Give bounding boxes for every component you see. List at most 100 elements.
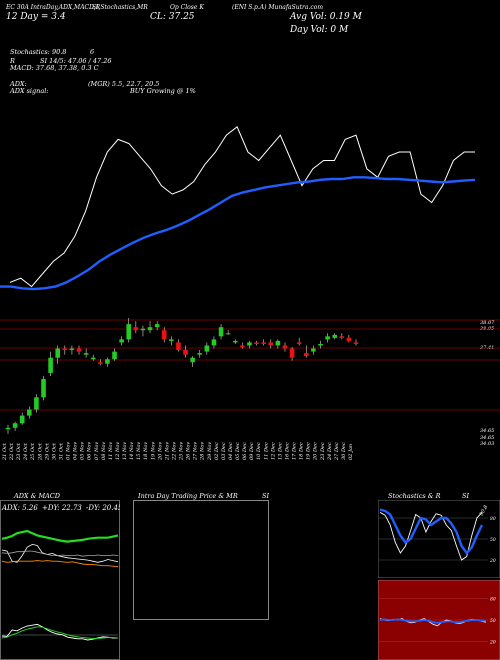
date-tick-label: 04 Dec xyxy=(228,442,234,460)
stoch-tick-label: 80 xyxy=(490,516,496,522)
candle-body xyxy=(197,353,203,355)
stoch-tick-label: 50 xyxy=(490,537,496,543)
candle-body xyxy=(218,327,224,337)
candle-body xyxy=(105,359,110,364)
date-tick-label: 15 Nov xyxy=(136,442,142,460)
date-tick-label: 21 Nov xyxy=(164,442,170,461)
candle-body xyxy=(211,339,217,346)
stoch-readout: 90.8 xyxy=(479,504,490,517)
candle-body xyxy=(119,339,124,343)
adx-signal-value: BUY Growing @ 1% xyxy=(130,87,196,95)
date-tick-label: 30 Oct xyxy=(51,442,57,460)
rsi-tick-label: 20 xyxy=(489,640,496,646)
date-tick-label: 14 Nov xyxy=(129,442,135,460)
adx-di-line xyxy=(1,550,119,557)
candle-body xyxy=(303,353,309,357)
price-line xyxy=(9,126,475,288)
candle-body xyxy=(169,339,174,341)
candle-body xyxy=(254,342,259,344)
candle-body xyxy=(325,336,330,340)
rsi-prefix: R xyxy=(10,57,15,65)
date-tick-label: 13 Dec xyxy=(277,442,283,460)
price-label-5: 34.65 xyxy=(480,435,494,441)
date-tick-label: 24 Dec xyxy=(327,442,333,461)
date-tick-label: 10 Dec xyxy=(256,442,262,460)
stoch-d-line xyxy=(379,508,484,555)
adx-signal-label: ADX signal: xyxy=(10,87,49,95)
candle-body xyxy=(98,362,103,364)
date-tick-label: 23 Oct xyxy=(16,442,22,461)
header-company: (ENI S.p.A) MunafaSutra.com xyxy=(232,4,324,11)
date-tick-label: 20 Dec xyxy=(313,442,319,461)
candle-body xyxy=(34,397,39,410)
date-tick-label: 22 Oct xyxy=(9,442,15,461)
candle-body xyxy=(247,342,252,346)
date-tick-label: 21 Oct xyxy=(2,442,8,461)
candle-body xyxy=(90,357,96,360)
header-left-line1: EC 30A IntraDay,ADX,MACD,R xyxy=(6,4,101,11)
date-tick-label: 28 Nov xyxy=(200,442,206,461)
date-tick-label: 05 Dec xyxy=(235,442,241,460)
adx-label: ADX: xyxy=(10,80,27,88)
date-tick-label: 03 Dec xyxy=(221,442,227,460)
price-label-6: 34.03 xyxy=(480,441,494,447)
candle-body xyxy=(154,324,160,328)
header-day-vol: Day Vol: 0 M xyxy=(290,25,349,35)
stochastics-readout: Stochastics: 90.8 xyxy=(10,48,67,56)
candle-body xyxy=(112,351,117,360)
intraday-panel xyxy=(133,500,269,620)
adx-chart: ADX: 5.26 +DY: 22.73 -DY: 20.45 xyxy=(1,504,120,568)
date-tick-label: 19 Dec xyxy=(306,442,312,460)
header-mid-line1: SI,Stochastics,MR xyxy=(92,4,148,11)
intraday-title: Intra Day Trading Price & MR xyxy=(138,492,238,500)
candle-body xyxy=(140,328,146,331)
candle-body xyxy=(12,423,18,428)
stoch-chart: 80 50 20 90.8 xyxy=(378,500,500,578)
macd-readout: MACD: 37.68, 37.38, 0.3 C xyxy=(10,64,99,72)
macd-chart xyxy=(1,623,119,641)
candle-body xyxy=(204,345,210,352)
rsi-ma-line xyxy=(379,618,486,624)
rsi-chart: 80 50 20 xyxy=(378,580,500,660)
candle-body xyxy=(176,342,181,351)
date-tick-label: 09 Dec xyxy=(249,442,255,460)
candle-body xyxy=(161,330,167,340)
date-tick-label: 11 Dec xyxy=(263,442,269,460)
candle-body xyxy=(346,337,352,341)
candle-body xyxy=(62,348,68,351)
adx-readout-adx: ADX: 5.26 xyxy=(1,504,38,512)
candle-body xyxy=(27,409,32,416)
date-tick-label: 01 Nov xyxy=(66,442,72,460)
date-tick-label: 25 Oct xyxy=(30,442,36,461)
intraday-title-suffix: SI xyxy=(262,492,270,500)
candle-body xyxy=(225,333,231,335)
date-tick-label: 11 Nov xyxy=(108,442,114,460)
date-tick-label: 28 Oct xyxy=(37,442,43,461)
candlestick-chart: 38.07 38.05 37.41 34.65 34.65 34.03 21 O… xyxy=(0,318,500,461)
candle-body xyxy=(268,342,274,346)
date-tick-label: 16 Dec xyxy=(284,442,290,460)
candle-body xyxy=(240,345,245,348)
header-left-line2: 12 Day = 3.4 xyxy=(6,12,66,22)
date-tick-label: 18 Nov xyxy=(143,442,149,460)
date-tick-label: 29 Nov xyxy=(207,442,213,461)
header-close: CL: 37.25 xyxy=(150,12,195,22)
candle-body xyxy=(190,357,195,363)
date-tick-label: 04 Nov xyxy=(73,442,79,460)
candle-body xyxy=(48,357,53,373)
candle-body xyxy=(296,342,302,344)
candle-body xyxy=(289,348,295,358)
date-tick-label: 29 Oct xyxy=(44,442,50,461)
rsi-readout: SI 14/5: 47.06 / 47.26 xyxy=(40,57,112,65)
candle-body xyxy=(69,348,75,351)
date-tick-label: 12 Dec xyxy=(270,442,276,460)
price-ma-chart xyxy=(0,126,476,291)
date-tick-label: 20 Nov xyxy=(157,442,163,461)
macd-line xyxy=(1,623,118,641)
header-mid-line2: Op Close K xyxy=(170,4,204,11)
rsi-tick-label: 50 xyxy=(490,618,496,624)
candle-body xyxy=(55,348,61,358)
candle-body xyxy=(318,343,323,346)
date-tick-label: 23 Dec xyxy=(320,442,326,461)
adx-line xyxy=(1,543,119,563)
